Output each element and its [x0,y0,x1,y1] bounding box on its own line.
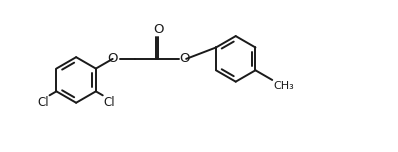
Text: O: O [153,23,164,36]
Text: O: O [107,52,118,65]
Text: Cl: Cl [37,96,49,109]
Text: CH₃: CH₃ [273,81,294,91]
Text: Cl: Cl [103,96,115,109]
Text: O: O [179,52,190,65]
